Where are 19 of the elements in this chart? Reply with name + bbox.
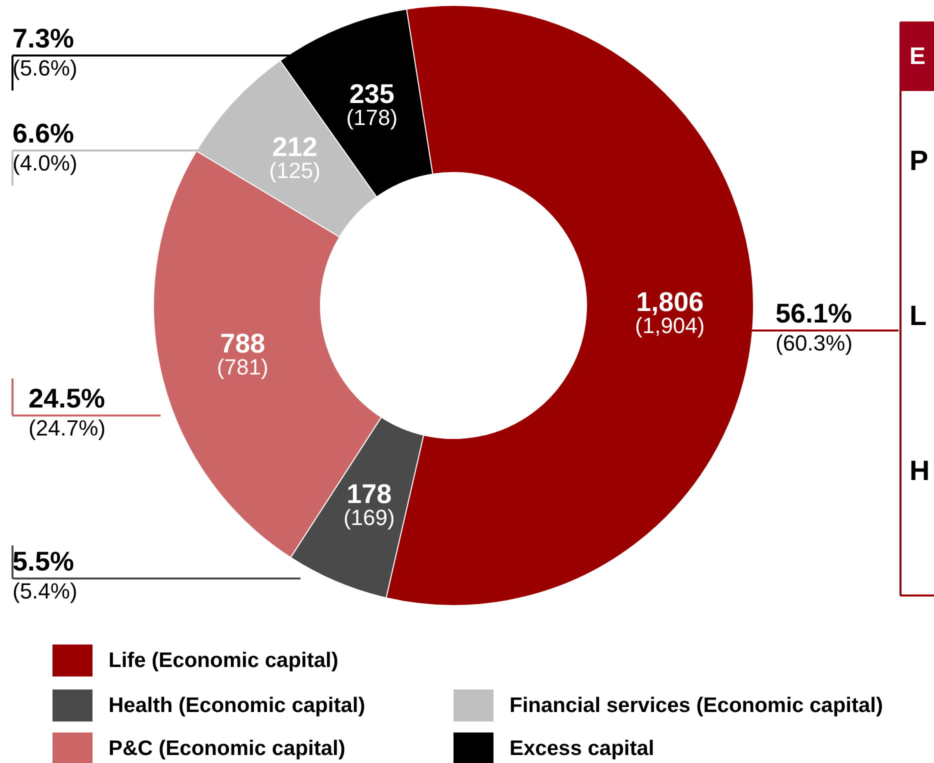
text: 24.5% (24.7%)	[28, 384, 106, 440]
data-label: 1,806 (1,904)	[635, 287, 705, 338]
legend-label: Life (Economic capital)	[108, 649, 338, 672]
legend-label: Excess capital	[510, 737, 654, 760]
text: E	[910, 43, 926, 70]
text: P	[910, 145, 928, 176]
data-label: 212 (125)	[269, 132, 320, 184]
text: 56.1% (60.3%)	[776, 298, 853, 356]
text: 6.6% (4.0%)	[12, 118, 78, 176]
data-label: 788 (781)	[216, 328, 268, 380]
text: 5.5% (5.4%)	[12, 546, 78, 604]
text: L	[910, 300, 927, 331]
text: H	[910, 455, 930, 486]
legend-label: Health (Economic capital)	[108, 694, 366, 717]
data-label: 235 (178)	[346, 78, 398, 130]
data-label: 178 (169)	[343, 478, 395, 530]
legend-label: Financial services (Economic capital)	[510, 694, 883, 717]
legend-label: P&C (Economic capital)	[108, 737, 346, 760]
text: 7.3% (5.6%)	[12, 24, 78, 80]
